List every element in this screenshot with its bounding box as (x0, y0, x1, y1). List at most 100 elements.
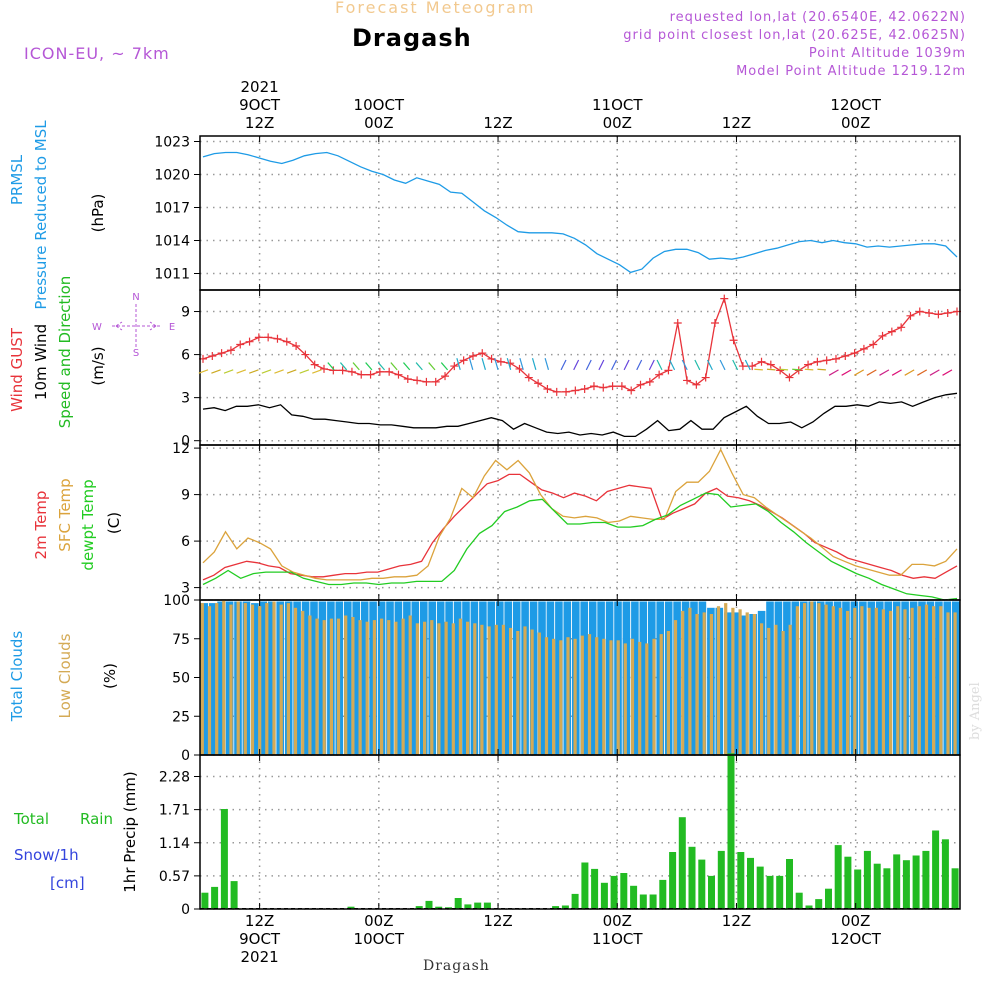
total-cloud-bar (301, 601, 310, 755)
precip-bar (834, 845, 842, 909)
gust-point (329, 366, 338, 375)
low-cloud-bar (258, 606, 262, 755)
low-cloud-bar (917, 606, 921, 755)
precip-bar (591, 868, 599, 909)
total-cloud-bar (884, 601, 892, 755)
panel-wind (194, 289, 961, 446)
total-cloud-bar (774, 601, 783, 755)
y-tick-label: 6 (181, 534, 190, 550)
total-cloud-bar (648, 601, 656, 755)
wind-direction-label: Speed and Direction (56, 276, 74, 429)
total-cloud-bar (436, 601, 445, 755)
gust-point (813, 357, 822, 366)
low-cloud-bar (322, 620, 326, 755)
low-cloud-bar (573, 638, 577, 756)
top-time-label: 11OCT (592, 96, 643, 114)
gust-point (413, 376, 422, 385)
gust-point (673, 319, 682, 328)
gust-point (943, 308, 952, 317)
top-time-label: 12Z (245, 114, 274, 132)
precip-bar (600, 882, 608, 909)
precip-unit: 1hr Precip (mm) (121, 771, 139, 892)
low-cloud-bar (767, 627, 771, 755)
gust-point (580, 385, 589, 394)
low-cloud-bar (903, 609, 907, 755)
wind-direction-arrow (390, 362, 398, 371)
total-cloud-bar (740, 615, 749, 755)
low-cloud-bar (695, 614, 699, 755)
wind-direction-arrow (669, 359, 676, 371)
total-cloud-bar (403, 601, 411, 755)
low-cloud-bar (566, 637, 570, 755)
wind-direction-arrow (249, 369, 259, 374)
wind-direction-arrow (929, 369, 940, 376)
wind-direction-arrow (339, 362, 348, 371)
wind-direction-arrow (365, 362, 373, 371)
precip-bar (561, 905, 569, 909)
precip-bar (902, 860, 910, 909)
gust-point (636, 380, 645, 389)
total-cloud-bar (555, 601, 563, 755)
low-cloud-bar (423, 621, 427, 755)
precip-bar (649, 894, 657, 909)
precip-bar (873, 863, 881, 909)
total-cloud-bar (538, 601, 546, 755)
wind-direction-arrow (468, 358, 474, 371)
total-cloud-bar (816, 601, 825, 755)
total-cloud-bar (935, 601, 943, 755)
wind-direction-arrow (415, 362, 423, 371)
low-cloud-bar (652, 638, 656, 756)
gust-point (320, 364, 329, 373)
low-cloud-bar (523, 626, 527, 755)
low-cloud-bar (530, 629, 534, 755)
wind-direction-arrow (456, 358, 461, 371)
low-cloud-bar (881, 609, 885, 755)
gust-point (487, 354, 496, 363)
gust-point (310, 360, 319, 369)
wind-direction-arrow (236, 369, 247, 374)
low-cloud-bar (293, 607, 298, 756)
gust-point (562, 387, 571, 396)
precip-bar (883, 868, 891, 909)
rain-label-total: Total (13, 810, 49, 828)
precip-bar (552, 906, 560, 909)
gust-point (254, 333, 263, 342)
precip-bar (795, 892, 803, 909)
wind-direction-arrow (942, 369, 953, 376)
gust-point (375, 367, 384, 376)
gust-point (506, 359, 515, 368)
series-line-sfc-temp (202, 448, 958, 581)
low-cloud-bar (760, 623, 764, 756)
precip-bar (220, 809, 228, 909)
low-cloud-bar (243, 603, 247, 755)
wind-direction-arrow (891, 369, 902, 376)
y-tick-label: 0 (181, 902, 190, 918)
low-cloud-bar (788, 624, 792, 755)
gust-point (524, 373, 533, 382)
gust-point (822, 356, 831, 365)
top-time-label: 00Z (603, 114, 632, 132)
low-cloud-bar (932, 606, 936, 755)
total-cloud-bar (217, 601, 225, 755)
wind-direction-arrow (519, 358, 524, 371)
top-time-label: 00Z (364, 114, 393, 132)
low-cloud-bar (666, 631, 670, 755)
precip-bar (717, 850, 725, 909)
precip-bar (698, 859, 706, 909)
wind-direction-arrow (428, 362, 436, 371)
precip-bar (581, 862, 589, 909)
wind-direction-arrow (879, 369, 890, 376)
low-cloud-bar (860, 606, 864, 755)
low-cloud-bar (509, 627, 513, 755)
wind-direction-arrow (312, 369, 322, 374)
panel-clouds (194, 599, 961, 756)
panel-frame (199, 135, 961, 291)
bottom-location-label: Dragash (423, 958, 490, 974)
gust-point (441, 372, 450, 381)
compass-w: W (92, 322, 102, 333)
wind-direction-arrow (841, 369, 852, 376)
total-cloud-bar (394, 601, 403, 755)
total-cloud-bar (732, 612, 740, 755)
gust-point (589, 382, 598, 391)
top-time-label: 12Z (483, 114, 512, 132)
